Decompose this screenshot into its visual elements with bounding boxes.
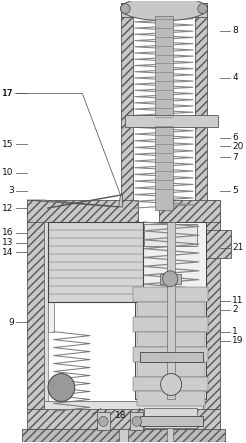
Text: 18: 18 bbox=[115, 411, 126, 420]
Bar bbox=[167, 428, 173, 443]
Bar bbox=[121, 3, 207, 17]
Text: 17: 17 bbox=[2, 89, 14, 98]
Bar bbox=[167, 222, 175, 400]
Bar bbox=[121, 3, 133, 207]
Bar bbox=[22, 429, 225, 443]
Circle shape bbox=[198, 4, 207, 14]
Bar bbox=[133, 287, 208, 302]
Text: 6: 6 bbox=[232, 133, 238, 142]
Bar bbox=[199, 222, 203, 401]
Bar bbox=[160, 274, 181, 284]
Bar bbox=[195, 3, 207, 207]
Ellipse shape bbox=[121, 0, 207, 21]
Text: 2: 2 bbox=[232, 305, 238, 315]
Bar bbox=[140, 416, 203, 426]
Circle shape bbox=[161, 373, 182, 396]
Bar bbox=[48, 302, 54, 332]
Bar bbox=[130, 412, 143, 430]
Bar bbox=[44, 401, 203, 409]
Bar bbox=[137, 332, 204, 346]
Text: 15: 15 bbox=[2, 140, 14, 149]
Text: 21: 21 bbox=[232, 244, 244, 253]
Bar bbox=[159, 200, 220, 222]
Bar bbox=[27, 200, 138, 222]
Circle shape bbox=[99, 416, 108, 426]
Bar bbox=[144, 408, 197, 428]
Text: 9: 9 bbox=[8, 318, 14, 326]
Text: 19: 19 bbox=[232, 336, 244, 345]
Text: 10: 10 bbox=[2, 168, 14, 178]
Bar bbox=[27, 200, 44, 409]
Bar bbox=[133, 346, 208, 361]
Bar bbox=[133, 317, 208, 332]
Text: 4: 4 bbox=[232, 74, 238, 82]
Bar bbox=[155, 16, 172, 210]
Bar bbox=[167, 246, 173, 274]
Circle shape bbox=[48, 373, 75, 401]
Bar bbox=[203, 200, 220, 409]
Text: 20: 20 bbox=[232, 142, 244, 151]
Bar bbox=[144, 224, 197, 246]
Text: 16: 16 bbox=[2, 228, 14, 237]
Bar bbox=[135, 222, 206, 400]
Text: 7: 7 bbox=[232, 153, 238, 162]
Text: 13: 13 bbox=[2, 238, 14, 247]
Bar bbox=[137, 361, 204, 377]
Bar bbox=[97, 412, 110, 430]
Bar bbox=[119, 429, 128, 443]
Bar bbox=[203, 230, 231, 258]
Text: 3: 3 bbox=[8, 186, 14, 195]
Text: 8: 8 bbox=[232, 26, 238, 35]
Circle shape bbox=[163, 271, 178, 287]
Circle shape bbox=[132, 416, 141, 426]
Bar bbox=[44, 222, 48, 401]
Bar bbox=[140, 352, 203, 361]
Text: 14: 14 bbox=[2, 248, 14, 257]
Bar bbox=[137, 392, 204, 406]
Bar bbox=[137, 302, 204, 317]
Text: 5: 5 bbox=[232, 186, 238, 195]
Text: 11: 11 bbox=[232, 296, 244, 306]
Text: 17: 17 bbox=[2, 89, 14, 98]
Bar bbox=[125, 115, 218, 127]
Polygon shape bbox=[27, 195, 123, 207]
Bar bbox=[133, 377, 208, 392]
Circle shape bbox=[121, 4, 130, 14]
Bar bbox=[27, 409, 220, 429]
Text: 12: 12 bbox=[2, 204, 14, 213]
Bar bbox=[48, 222, 143, 302]
Text: 1: 1 bbox=[232, 327, 238, 336]
Bar bbox=[48, 222, 143, 302]
